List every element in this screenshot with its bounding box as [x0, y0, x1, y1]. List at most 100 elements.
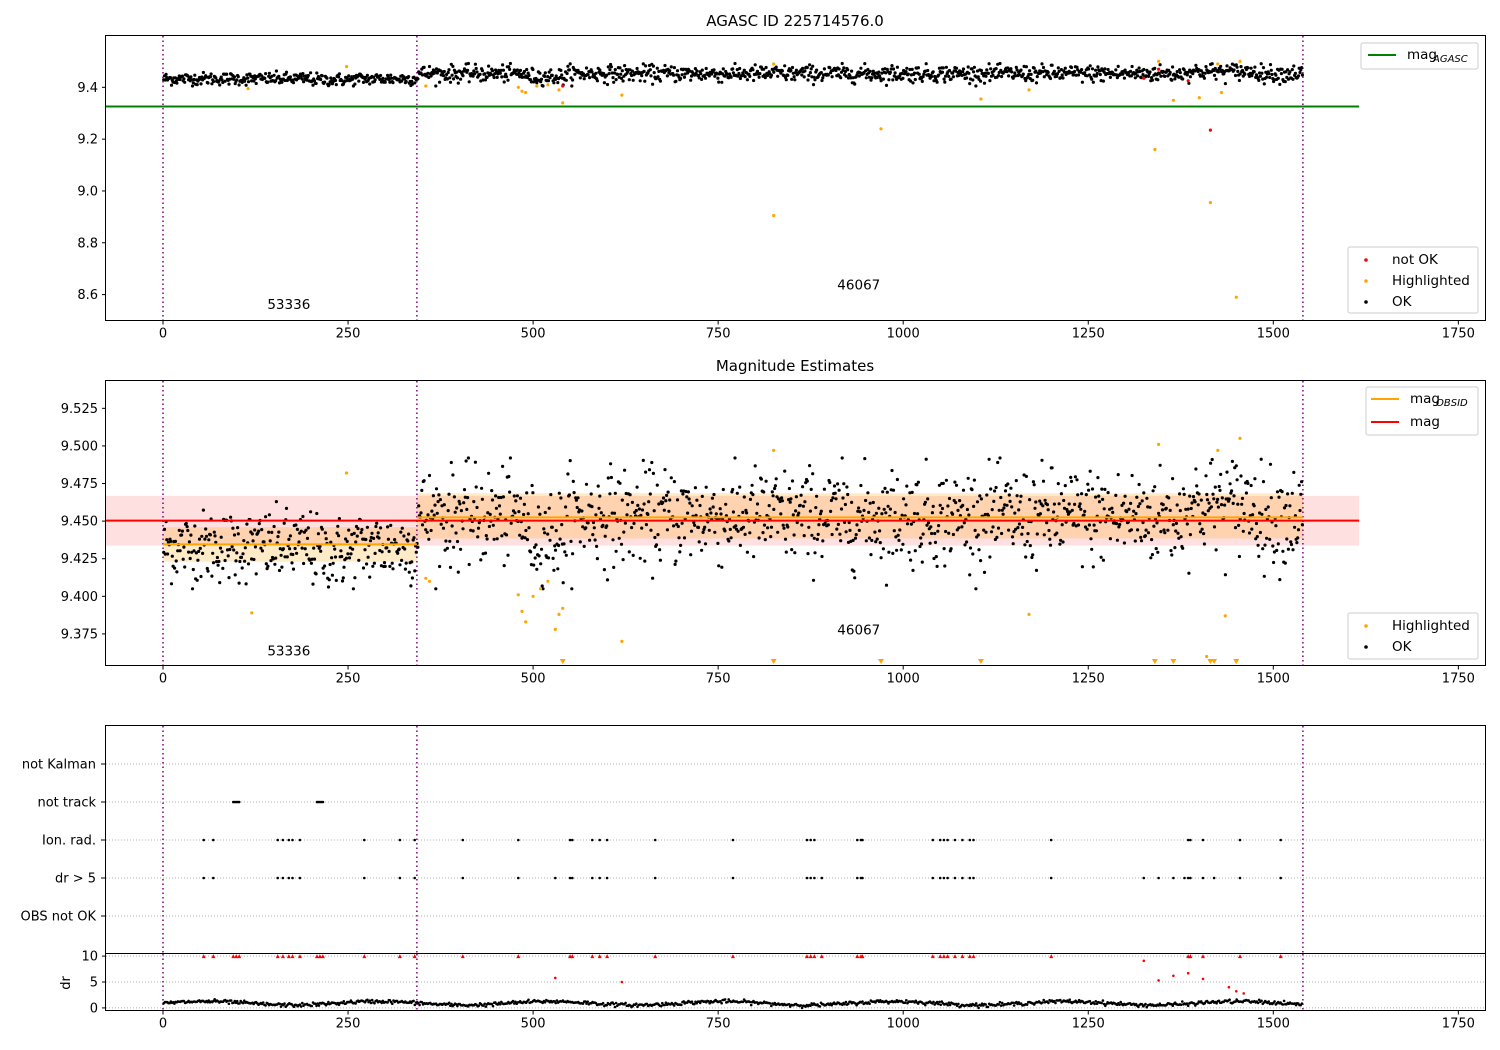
ok-point: [526, 512, 530, 516]
ok-point: [361, 566, 366, 570]
ok-point: [1292, 470, 1296, 474]
dr-point: [957, 1002, 960, 1006]
ok-point: [1274, 73, 1278, 77]
ok-point: [219, 535, 223, 539]
ok-point: [929, 525, 933, 529]
ok-point: [244, 83, 248, 87]
ok-point: [794, 68, 799, 72]
ok-point: [1272, 560, 1276, 565]
ok-point: [1031, 480, 1035, 484]
ion-rad-point: [1186, 838, 1190, 842]
ok-point: [1055, 74, 1059, 78]
ok-point: [1130, 473, 1134, 478]
ok-point: [989, 530, 994, 534]
ok-point: [936, 529, 940, 533]
ok-point: [1041, 479, 1046, 483]
ok-point: [1259, 457, 1263, 461]
ok-point: [288, 534, 292, 538]
dr-capped-marker: [314, 954, 319, 959]
ok-point: [1201, 511, 1205, 515]
dr-point: [182, 999, 186, 1003]
ok-point: [773, 484, 778, 488]
dr-point: [514, 1000, 517, 1004]
ok-point: [507, 474, 511, 479]
ok-point: [672, 524, 676, 528]
ok-point: [1055, 531, 1059, 535]
ok-point: [1223, 503, 1227, 507]
ok-point: [631, 78, 635, 82]
ok-point: [189, 75, 193, 79]
ok-point: [870, 76, 874, 80]
ok-point: [404, 80, 408, 84]
ok-point: [561, 581, 565, 585]
not-ok-point: [1157, 67, 1161, 71]
ok-point: [1087, 73, 1091, 77]
ok-point: [675, 498, 680, 502]
ion-rad-point: [809, 838, 812, 842]
panel1-frame: [105, 35, 1486, 321]
ok-point: [186, 528, 190, 533]
ok-point: [185, 525, 189, 529]
panel4-ylabel: dr: [59, 976, 74, 990]
ok-point: [1239, 474, 1243, 478]
ok-point: [1055, 72, 1060, 76]
dr-capped-marker: [397, 954, 402, 959]
ok-point: [173, 539, 177, 544]
ok-point: [1103, 67, 1107, 71]
ok-point: [288, 75, 292, 79]
dr-capped-marker: [953, 954, 958, 959]
ok-point: [489, 72, 493, 76]
ion-rad-point: [461, 838, 465, 842]
ok-point: [991, 525, 995, 529]
ok-point: [173, 566, 177, 570]
ok-point: [1032, 483, 1036, 487]
ok-point: [213, 534, 217, 538]
ok-point: [1209, 505, 1213, 509]
ok-point: [896, 533, 900, 537]
ok-point: [738, 66, 742, 71]
highlighted-point: [1208, 201, 1212, 205]
ok-point: [712, 492, 716, 497]
ok-point: [207, 538, 211, 542]
ok-point: [686, 71, 690, 75]
ok-point: [543, 74, 547, 78]
ok-point: [330, 556, 334, 560]
ok-point: [1133, 76, 1137, 80]
ok-point: [801, 66, 805, 70]
ok-point: [871, 500, 875, 505]
dr-outlier-point: [1227, 985, 1231, 989]
ok-point: [1272, 550, 1276, 554]
dr5-point: [968, 876, 972, 880]
ok-point: [902, 497, 906, 501]
dr-point: [955, 1004, 959, 1008]
highlighted-below-marker: [977, 659, 984, 664]
ok-point: [913, 549, 917, 553]
ok-point: [441, 74, 446, 78]
ok-point: [891, 78, 895, 82]
ok-point: [1164, 506, 1168, 510]
ok-point: [1243, 72, 1247, 76]
ok-point: [316, 532, 320, 536]
ok-point: [387, 549, 391, 554]
ok-point: [305, 536, 310, 541]
dr-point: [690, 1000, 694, 1003]
ok-point: [753, 464, 757, 468]
ok-point: [455, 70, 459, 74]
ok-point: [194, 551, 198, 555]
dr-point: [477, 1004, 481, 1007]
ok-point: [333, 78, 338, 83]
ok-point: [608, 492, 612, 496]
ok-point: [1072, 521, 1076, 526]
dr-capped-marker: [280, 954, 285, 959]
ok-point: [1136, 528, 1140, 532]
ok-point: [1075, 65, 1079, 69]
y-tick-label: 9.4: [77, 81, 98, 96]
ok-point: [1155, 521, 1159, 525]
highlighted-point: [516, 85, 520, 89]
ok-point: [1233, 73, 1238, 78]
ok-point: [1217, 484, 1221, 489]
highlighted-point: [553, 627, 557, 632]
ok-point: [762, 67, 766, 71]
ok-point: [755, 502, 760, 506]
ok-point: [709, 511, 713, 515]
